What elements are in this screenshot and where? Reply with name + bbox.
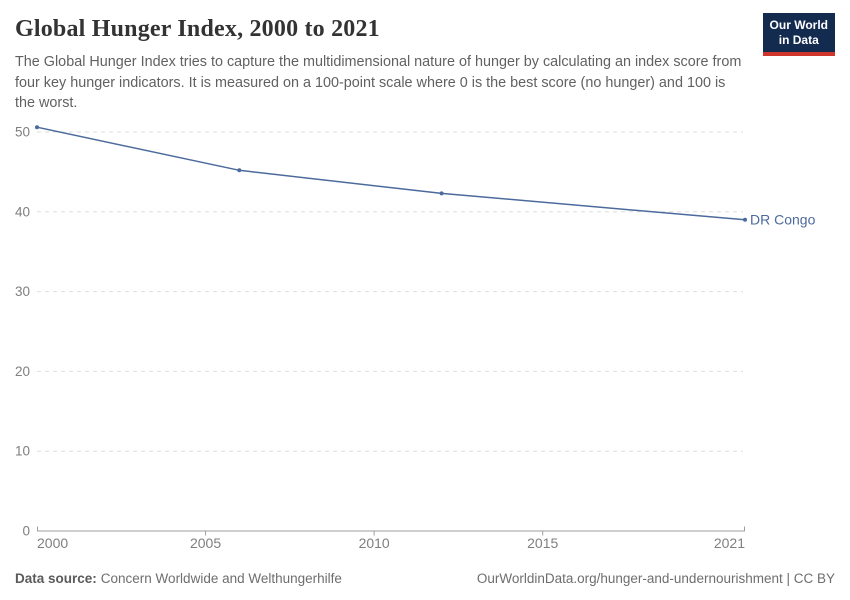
chart-header: Global Hunger Index, 2000 to 2021 The Gl… [15, 10, 835, 114]
y-tick-label-10: 10 [15, 444, 30, 459]
x-tick-label-2015: 2015 [527, 535, 558, 551]
x-tick-label-2010: 2010 [359, 535, 390, 551]
y-tick-label-40: 40 [15, 204, 30, 219]
data-source-value: Concern Worldwide and Welthungerhilfe [100, 571, 342, 586]
y-tick-label-30: 30 [15, 284, 30, 299]
chart-footer: Data source: Concern Worldwide and Welthu… [15, 571, 835, 586]
data-source: Data source: Concern Worldwide and Welthu… [15, 571, 342, 586]
series-label: DR Congo [750, 211, 816, 227]
data-source-label: Data source: [15, 571, 97, 586]
data-point [439, 191, 444, 196]
owid-logo-line1: Our World [769, 18, 828, 32]
chart-subtitle: The Global Hunger Index tries to capture… [15, 54, 742, 111]
x-tick-label-2005: 2005 [190, 535, 221, 551]
data-point [35, 125, 39, 130]
data-point [743, 217, 747, 222]
series-line [36, 126, 746, 221]
y-tick-label-20: 20 [15, 364, 30, 379]
data-point [237, 168, 242, 173]
line-chart: 0 10 20 30 40 50 2000 2005 2010 2015 2021 DR Congo [0, 110, 850, 560]
chart-canvas: 0 10 20 30 40 50 2000 2005 2010 2015 2021 DR Congo [15, 125, 816, 552]
y-tick-label-50: 50 [15, 125, 30, 140]
x-tick-label-2021: 2021 [714, 535, 745, 551]
citation: OurWorldinData.org/hunger-and-undernouri… [476, 571, 835, 586]
chart-title: Global Hunger Index, 2000 to 2021 [15, 16, 380, 42]
y-tick-label-0: 0 [22, 524, 30, 539]
owid-logo: Our World in Data [762, 13, 835, 56]
x-tick-label-2000: 2000 [37, 535, 68, 551]
owid-logo-line2: in Data [778, 33, 819, 47]
